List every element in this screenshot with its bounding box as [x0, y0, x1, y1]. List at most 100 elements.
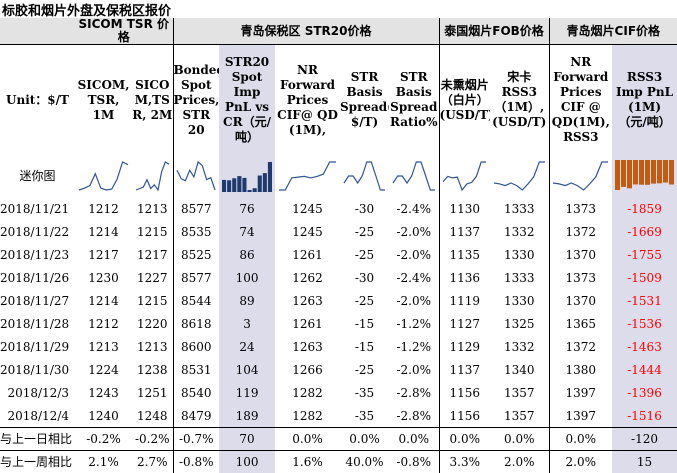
cell-c4: 104 [219, 358, 275, 381]
cell-c8: 1136 [439, 266, 490, 289]
group-cif: 青岛烟片CIF价格 [549, 18, 677, 45]
change-cell-c11: 15 [612, 451, 677, 473]
spark-bar [258, 176, 262, 193]
change-cell-c7: 0.0% [389, 428, 439, 451]
spark-line [553, 162, 608, 190]
sparkline-chart-c2 [135, 160, 170, 192]
header-basis-spread-ratio: STR Basis Spread Ratio% [389, 45, 439, 156]
change-cell-c7: -0.8% [389, 451, 439, 473]
change-cell-c9: 2.0% [490, 451, 549, 473]
unit-label: Unit：$/T [0, 45, 75, 156]
header-songka: 宋卡 RSS3 （1M）, (USD/T) [490, 45, 549, 156]
group-str20: 青岛保税区 STR20价格 [173, 18, 439, 45]
cell-c1: 1224 [75, 358, 132, 381]
cell-c2: 1215 [132, 289, 173, 312]
cell-c1: 1217 [75, 243, 132, 266]
cell-c2: 1215 [132, 220, 173, 243]
cell-c10: 1370 [549, 289, 612, 312]
sparkline-c1 [75, 155, 132, 197]
cell-c10: 1373 [549, 266, 612, 289]
sparkline-chart-c7 [392, 160, 436, 192]
cell-c6: -30 [340, 266, 389, 289]
change-cell-c10: 2.0% [549, 451, 612, 473]
spark-line [79, 162, 128, 190]
cell-c7: -2.4% [389, 197, 439, 220]
cell-c9: 1332 [490, 220, 549, 243]
cell-c5: 1282 [275, 404, 340, 428]
cell-c6: -35 [340, 381, 389, 404]
sparkline-chart-c3 [176, 160, 216, 192]
sparkline-c11 [612, 155, 677, 197]
cell-c5: 1263 [275, 335, 340, 358]
column-header-row: Unit：$/T SICOM, TSR, 1M SICO M,TS R, 2M … [0, 45, 677, 156]
row-date: 2018/11/28 [0, 312, 75, 335]
header-sicom-2m: SICO M,TS R, 2M [132, 45, 173, 156]
row-date: 2018/11/30 [0, 358, 75, 381]
cell-c9: 1332 [490, 335, 549, 358]
sparkline-c9 [490, 155, 549, 197]
cell-c3: 8544 [173, 289, 219, 312]
cell-c8: 1119 [439, 289, 490, 312]
header-nr-forward: NR Forward Prices CIF@ QD (1M), [275, 45, 340, 156]
cell-c4: 86 [219, 243, 275, 266]
cell-c9: 1357 [490, 404, 549, 428]
cell-c11: -1669 [612, 220, 677, 243]
cell-c9: 1357 [490, 381, 549, 404]
cell-c3: 8531 [173, 358, 219, 381]
cell-c1: 1212 [75, 312, 132, 335]
sparkline-c8 [439, 155, 490, 197]
cell-c7: -2.0% [389, 243, 439, 266]
cell-c1: 1243 [75, 381, 132, 404]
cell-c9: 1330 [490, 243, 549, 266]
cell-c6: -25 [340, 220, 389, 243]
header-thai-smoked: 未熏烟片（白片）(USD/T) [439, 45, 490, 156]
change-cell-c2: 2.7% [132, 451, 173, 473]
cell-c2: 1213 [132, 335, 173, 358]
cell-c3: 8525 [173, 243, 219, 266]
change-cell-c1: -0.2% [75, 428, 132, 451]
row-date: 2018/11/27 [0, 289, 75, 312]
sparkline-label: 迷你图 [0, 155, 75, 197]
cell-c10: 1373 [549, 197, 612, 220]
spark-bar [242, 178, 246, 192]
cell-c7: -2.4% [389, 266, 439, 289]
change-cell-c6: 0.0% [340, 428, 389, 451]
header-bonded: Bonded Spot Prices, STR 20 [173, 45, 219, 156]
cell-c1: 1213 [75, 335, 132, 358]
cell-c10: 1372 [549, 220, 612, 243]
cell-c11: -1859 [612, 197, 677, 220]
cell-c4: 24 [219, 335, 275, 358]
cell-c3: 8577 [173, 197, 219, 220]
row-date: 2018/11/29 [0, 335, 75, 358]
spark-bar [669, 160, 674, 185]
change-cell-c3: -0.8% [173, 451, 219, 473]
cell-c1: 1240 [75, 404, 132, 428]
cell-c6: -25 [340, 289, 389, 312]
row-date: 2018/11/23 [0, 243, 75, 266]
cell-c1: 1214 [75, 220, 132, 243]
cell-c3: 8618 [173, 312, 219, 335]
spark-line [443, 162, 486, 190]
cell-c6: -25 [340, 243, 389, 266]
cell-c5: 1263 [275, 289, 340, 312]
header-sicom-1m: SICOM, TSR, 1M [75, 45, 132, 156]
cell-c11: -1509 [612, 266, 677, 289]
cell-c10: 1372 [549, 335, 612, 358]
cell-c9: 1333 [490, 266, 549, 289]
sparkline-c10 [549, 155, 612, 197]
cell-c7: -2.8% [389, 404, 439, 428]
row-date: 2018/11/26 [0, 266, 75, 289]
cell-c11: -1463 [612, 335, 677, 358]
cell-c5: 1261 [275, 312, 340, 335]
change-cell-c6: 40.0% [340, 451, 389, 473]
cell-c8: 1129 [439, 335, 490, 358]
row-date: 2018/12/3 [0, 381, 75, 404]
cell-c4: 76 [219, 197, 275, 220]
cell-c7: -2.0% [389, 220, 439, 243]
cell-c3: 8535 [173, 220, 219, 243]
page-title: 标胶和烟片外盘及保税区报价 [2, 0, 171, 19]
sparkline-chart-c9 [493, 160, 546, 192]
